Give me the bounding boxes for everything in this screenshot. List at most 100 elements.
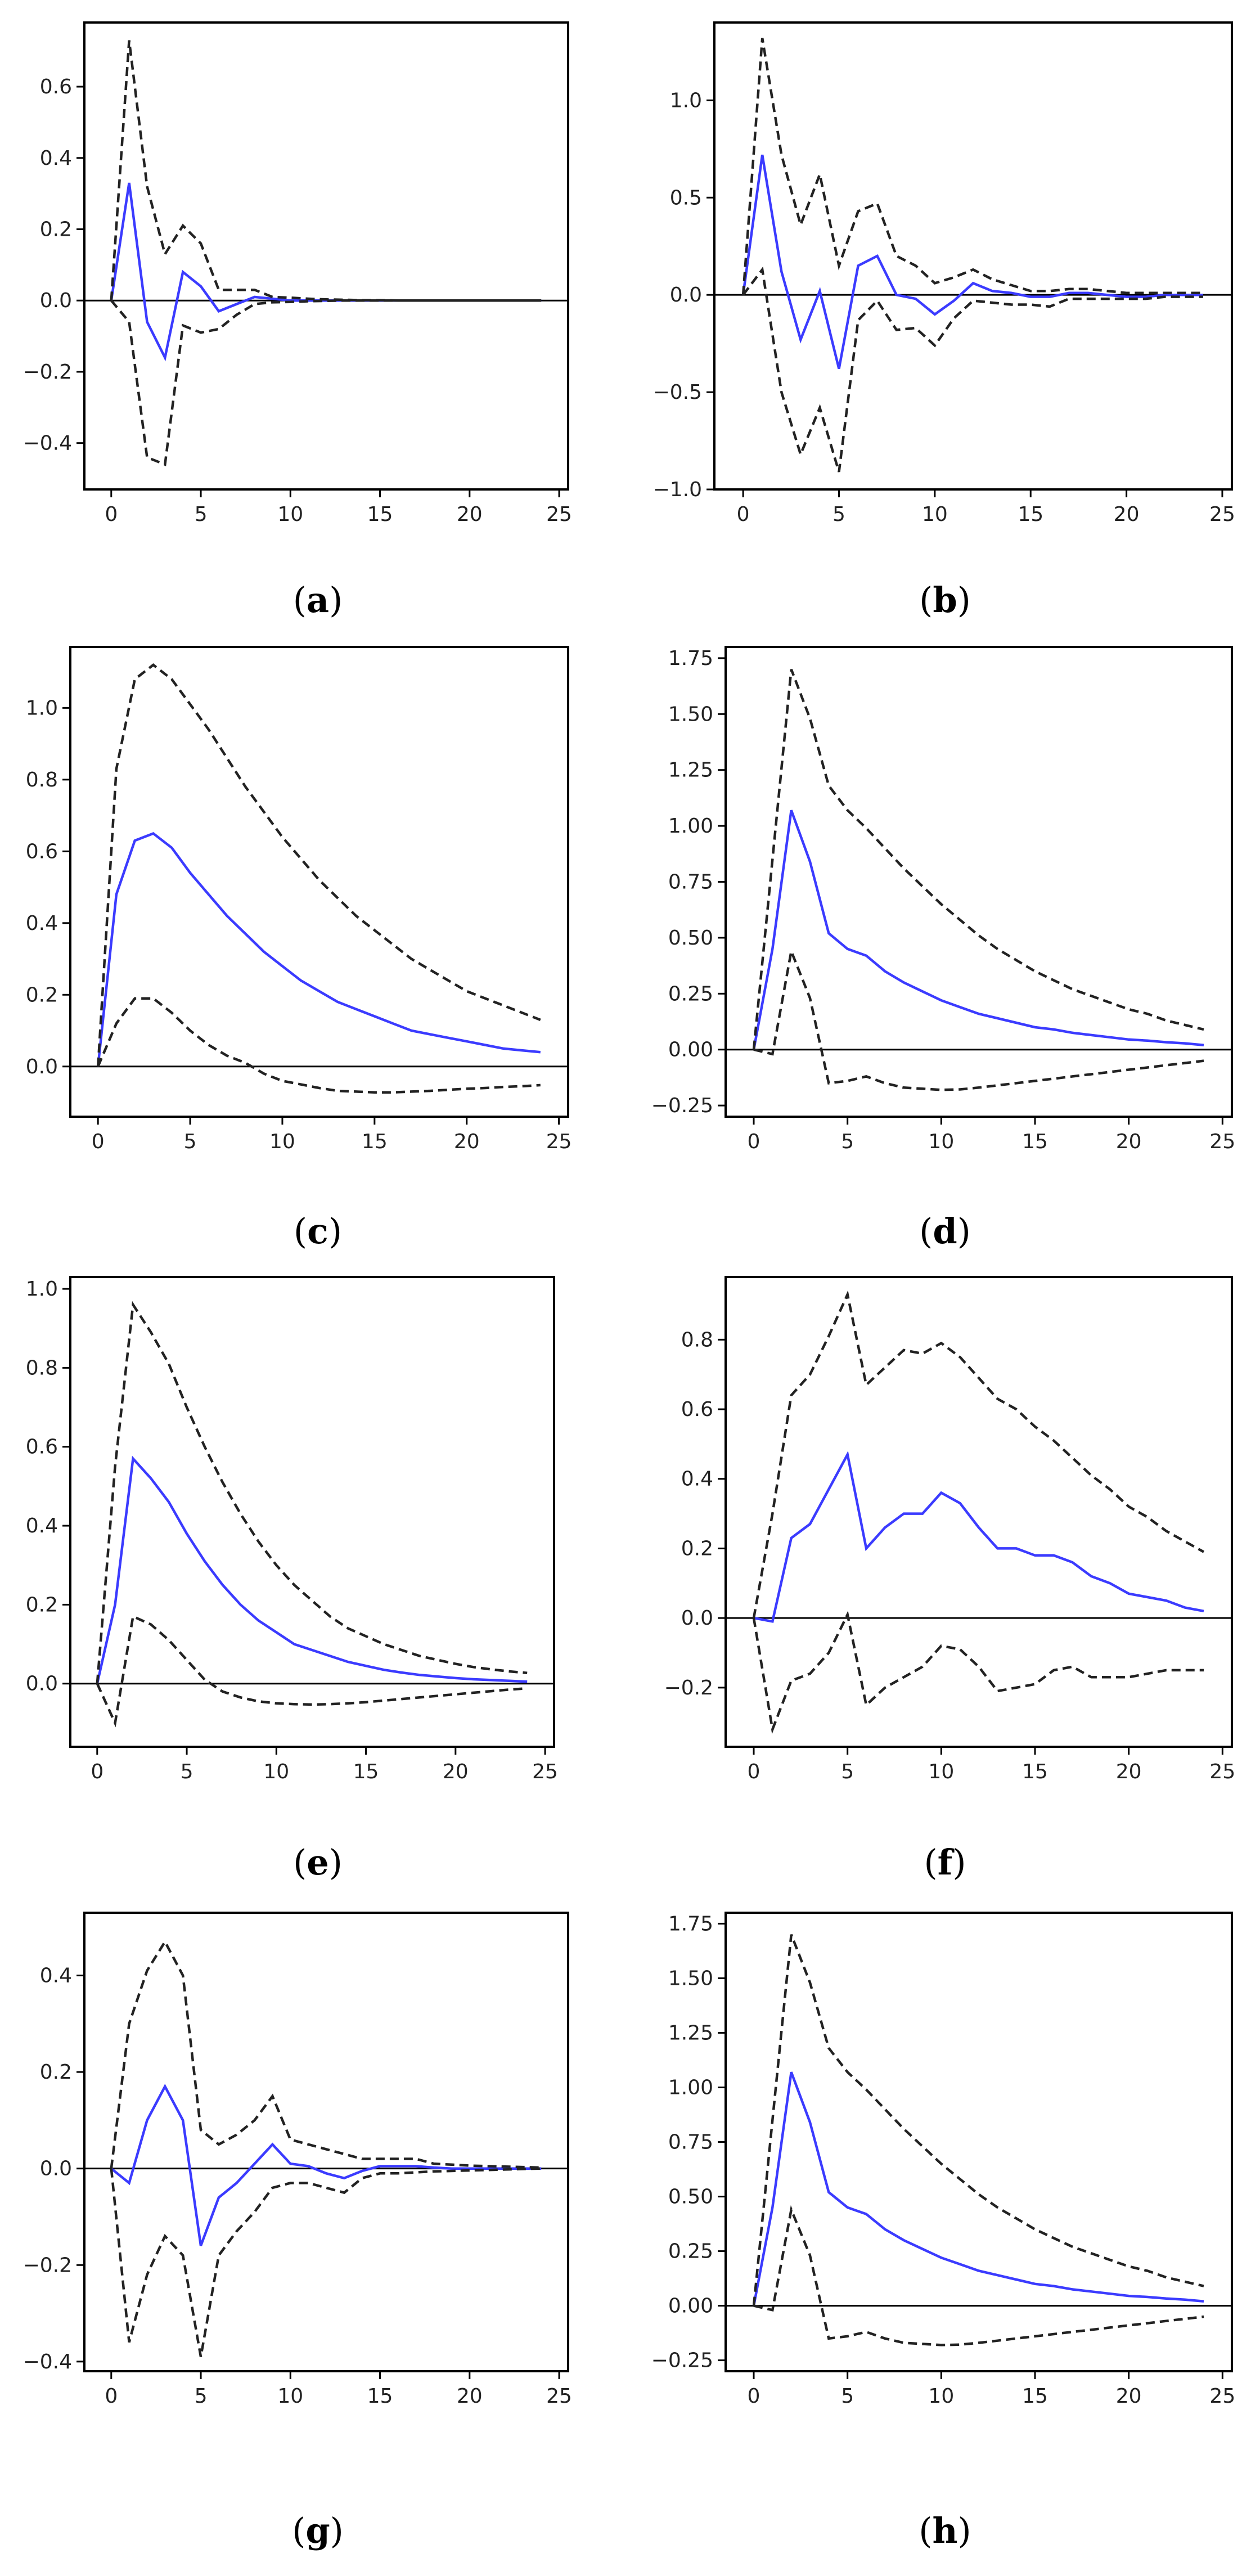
y-tick-label-a-3: 0.2 — [40, 218, 72, 241]
series-lower-g — [110, 2167, 542, 2357]
y-tick-label-e-0: 0.0 — [26, 1673, 58, 1696]
x-tick-label-a-2: 10 — [277, 503, 303, 526]
y-tick-label-c-3: 0.6 — [26, 840, 58, 863]
series-upper-c — [96, 663, 541, 1067]
panel-label-c-text: c — [307, 1211, 328, 1252]
y-tick-label-h-5: 1.00 — [668, 2076, 713, 2099]
series-lower-a — [110, 299, 542, 466]
y-tick-label-h-7: 1.50 — [668, 1967, 713, 1990]
x-tick-label-d-4: 20 — [1116, 1130, 1142, 1153]
x-tick-label-d-1: 5 — [841, 1130, 854, 1153]
y-tick-label-h-4: 0.75 — [668, 2131, 713, 2154]
series-upper-f — [752, 1290, 1205, 1619]
x-tick-label-c-5: 25 — [546, 1130, 572, 1153]
x-tick-label-c-1: 5 — [184, 1130, 197, 1153]
y-tick-label-d-3: 0.50 — [668, 927, 713, 950]
x-tick-label-d-2: 10 — [928, 1130, 954, 1153]
y-tick-label-h-8: 1.75 — [668, 1912, 713, 1935]
series-lower-f — [752, 1611, 1204, 1734]
x-tick-label-h-3: 15 — [1022, 2385, 1048, 2408]
y-tick-label-f-3: 0.4 — [681, 1468, 713, 1491]
panel-label-e: (e) — [293, 1842, 343, 1883]
x-tick-label-b-0: 0 — [737, 503, 750, 526]
y-tick-label-g-3: 0.2 — [40, 2061, 72, 2084]
x-tick-label-h-2: 10 — [928, 2385, 954, 2408]
x-tick-label-e-5: 25 — [532, 1760, 558, 1783]
x-tick-label-b-4: 20 — [1114, 503, 1140, 526]
y-tick-label-f-2: 0.2 — [681, 1537, 713, 1560]
x-tick-label-a-3: 15 — [367, 503, 393, 526]
panel-label-g-text: g — [305, 2510, 330, 2551]
y-tick-label-b-0: −1.0 — [653, 478, 702, 501]
x-tick-label-g-5: 25 — [546, 2385, 572, 2408]
x-tick-label-f-3: 15 — [1022, 1760, 1048, 1783]
charts-layer: 0 5 10 15 20 25 −0.4 −0.2 0.0 0.2 0.4 0.6 0 5 10 15 20 25… — [23, 21, 1235, 2408]
x-tick-label-b-3: 15 — [1018, 503, 1043, 526]
x-tick-label-g-4: 20 — [457, 2385, 483, 2408]
y-tick-label-f-5: 0.8 — [681, 1328, 713, 1351]
chart-g: 0 5 10 15 20 25 −0.4 −0.2 0.0 0.2 0.4 — [23, 1912, 572, 2408]
x-tick-label-e-0: 0 — [91, 1760, 104, 1783]
plot-frame-d — [724, 646, 1233, 1118]
y-tick-label-h-1: 0.00 — [668, 2295, 713, 2318]
plot-frame-b — [713, 21, 1233, 491]
x-tick-label-c-0: 0 — [92, 1130, 105, 1153]
series-upper-d — [752, 668, 1204, 1050]
y-tick-label-e-2: 0.4 — [26, 1514, 58, 1537]
plot-frame-c — [69, 646, 569, 1118]
chart-e: 0 5 10 15 20 25 0.0 0.2 0.4 0.6 0.8 1.0 — [26, 1276, 558, 1783]
x-tick-label-h-5: 25 — [1209, 2385, 1235, 2408]
panel-label-b: (b) — [919, 579, 971, 621]
panel-label-d-text: d — [933, 1211, 957, 1252]
panel-label-h-text: h — [932, 2510, 957, 2551]
x-tick-label-g-3: 15 — [367, 2385, 393, 2408]
series-upper-h — [752, 1934, 1204, 2306]
panel-label-e-text: e — [307, 1842, 328, 1883]
y-tick-label-c-0: 0.0 — [26, 1055, 58, 1078]
y-tick-label-e-5: 1.0 — [26, 1278, 58, 1301]
plot-frame-a — [83, 21, 569, 491]
series-irf-g — [110, 2083, 542, 2246]
x-tick-label-h-4: 20 — [1116, 2385, 1142, 2408]
y-tick-label-d-0: −0.25 — [651, 1094, 713, 1117]
panel-label-c: (c) — [294, 1211, 342, 1252]
panel-label-f: (f) — [924, 1842, 966, 1883]
x-tick-label-c-2: 10 — [269, 1130, 295, 1153]
x-tick-label-g-0: 0 — [105, 2385, 118, 2408]
x-tick-label-f-4: 20 — [1116, 1760, 1142, 1783]
y-tick-label-a-5: 0.6 — [40, 75, 72, 98]
series-upper-a — [110, 40, 542, 302]
x-tick-label-e-1: 5 — [181, 1760, 194, 1783]
y-tick-label-f-0: −0.2 — [664, 1676, 713, 1700]
x-tick-label-a-1: 5 — [195, 503, 208, 526]
series-lower-h — [753, 2205, 1204, 2346]
y-tick-label-b-4: 1.0 — [670, 89, 702, 112]
x-tick-label-h-1: 5 — [841, 2385, 854, 2408]
chart-a: 0 5 10 15 20 25 −0.4 −0.2 0.0 0.2 0.4 0.6 — [23, 21, 572, 526]
y-tick-label-d-5: 1.00 — [668, 815, 713, 838]
y-tick-label-c-2: 0.4 — [26, 912, 58, 935]
x-tick-label-e-2: 10 — [263, 1760, 289, 1783]
series-irf-a — [110, 182, 542, 362]
y-tick-label-a-1: −0.2 — [23, 361, 72, 384]
chart-h: 0 5 10 15 20 25 −0.25 0.00 0.25 0.50 0.75 1.00 1.25 1… — [651, 1912, 1235, 2408]
plot-frame-f — [724, 1276, 1233, 1748]
y-tick-label-e-1: 0.2 — [26, 1593, 58, 1616]
series-lower-e — [96, 1615, 528, 1728]
y-tick-label-h-0: −0.25 — [651, 2349, 713, 2372]
y-tick-label-d-4: 0.75 — [668, 871, 713, 894]
y-tick-label-d-7: 1.50 — [668, 703, 713, 726]
x-tick-label-b-2: 10 — [922, 503, 948, 526]
y-tick-label-e-3: 0.6 — [26, 1436, 58, 1459]
x-tick-label-f-2: 10 — [928, 1760, 954, 1783]
plot-frame-g — [83, 1912, 569, 2372]
y-tick-label-d-6: 1.25 — [668, 759, 713, 782]
x-tick-label-d-5: 25 — [1209, 1130, 1235, 1153]
x-tick-label-b-1: 5 — [832, 503, 845, 526]
x-tick-label-g-2: 10 — [277, 2385, 303, 2408]
x-tick-label-c-4: 20 — [454, 1130, 480, 1153]
y-tick-label-g-2: 0.0 — [40, 2157, 72, 2181]
y-tick-label-d-1: 0.00 — [668, 1039, 713, 1062]
panel-label-a-text: a — [307, 579, 329, 621]
